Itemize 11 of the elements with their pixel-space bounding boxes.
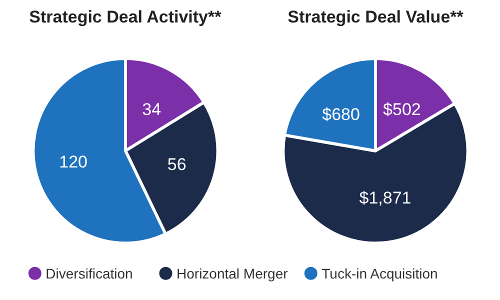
data-label: 56 [167, 155, 186, 174]
data-label: $1,871 [359, 188, 412, 208]
legend-label: Tuck-in Acquisition [322, 265, 438, 282]
data-label: 120 [59, 152, 88, 172]
chart-title: Strategic Deal Value** [288, 8, 464, 26]
data-label: $502 [383, 100, 421, 119]
data-label: $680 [322, 104, 360, 124]
chart-title: Strategic Deal Activity** [29, 8, 222, 26]
legend-label: Diversification [46, 265, 133, 282]
data-label: 34 [142, 100, 162, 120]
legend-label: Horizontal Merger [176, 265, 288, 282]
